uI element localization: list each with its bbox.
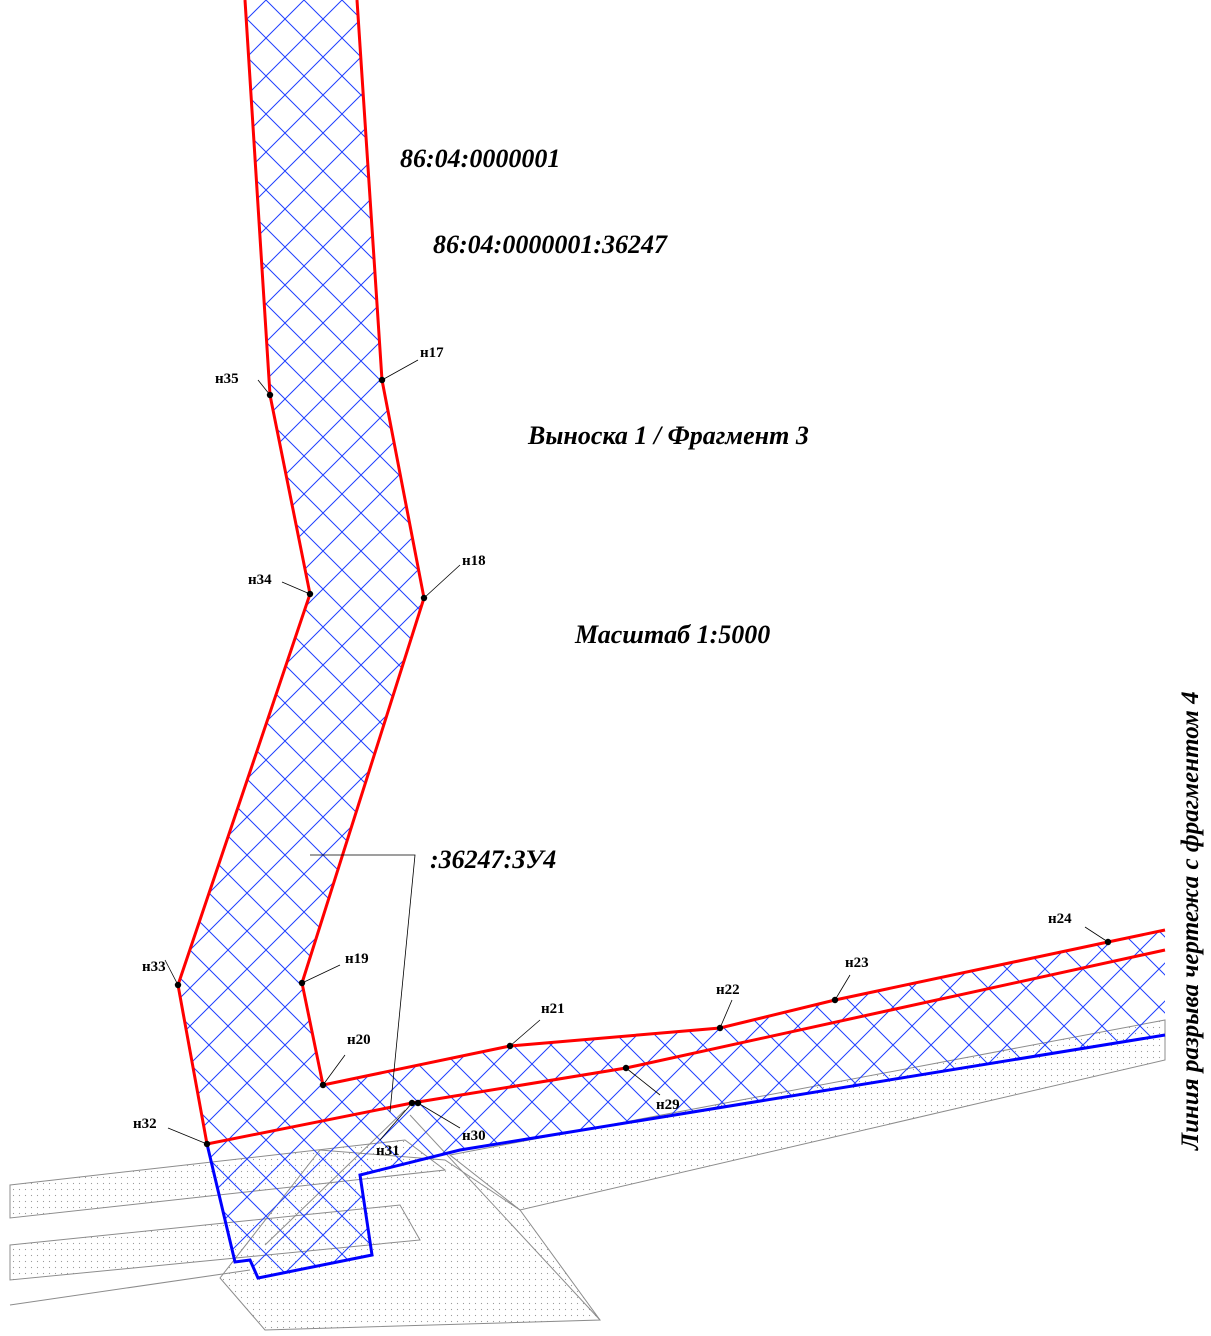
point-label-n33: н33 (142, 959, 166, 975)
callout-title: Выноска 1 / Фрагмент 3 (527, 421, 809, 450)
point-label-n32: н32 (133, 1116, 157, 1132)
point-label-n18: н18 (462, 553, 486, 569)
point-label-n23: н23 (845, 955, 869, 971)
point-label-n35: н35 (215, 371, 239, 387)
scale-label: Масштаб 1:5000 (574, 620, 770, 649)
point-label-n19: н19 (345, 951, 369, 967)
point-leaders (164, 359, 1109, 1145)
point-label-n20: н20 (347, 1032, 371, 1048)
point-label-n30: н30 (462, 1128, 486, 1144)
point-label-n24: н24 (1048, 911, 1072, 927)
point-label-n31: н31 (376, 1143, 400, 1159)
new-parcel-label: :36247:ЗУ4 (430, 845, 556, 874)
point-label-n21: н21 (541, 1001, 565, 1017)
point-label-n17: н17 (420, 345, 444, 361)
parcel-callout-leader (310, 854, 416, 1113)
point-label-n34: н34 (248, 572, 272, 588)
point-label-n29: н29 (656, 1097, 680, 1113)
parcel-zu4-fill (178, 0, 1165, 1278)
point-labels: н17 н18 н19 н20 н21 н22 н23 н24 н29 н30 … (133, 345, 1072, 1159)
parcel-number: 86:04:0000001:36247 (433, 230, 668, 259)
point-label-n22: н22 (716, 982, 740, 998)
break-line-label: Линия разрыва чертежа с фрагментом 4 (1177, 691, 1204, 1151)
boundary-existing (205, 1033, 1166, 1280)
quarter-number: 86:04:0000001 (400, 144, 560, 173)
